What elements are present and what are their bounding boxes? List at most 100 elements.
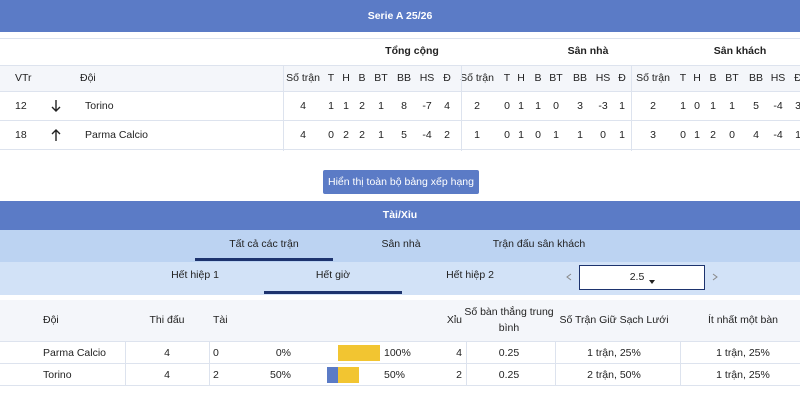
stat-value: 0 [504,100,510,112]
next-arrow-svg [712,273,718,281]
stat-value: 1 [619,129,625,141]
tab[interactable]: Trận đấu sân khách [492,238,586,250]
stat-value: 0 [680,129,686,141]
show-all-button[interactable]: Hiển thị toàn bộ bảng xếp hạng [328,176,474,188]
column-header: Số trận [636,72,670,84]
stat-value: 2 [359,129,365,141]
title-bar [0,0,800,32]
rank: 18 [15,129,27,141]
column-header: BT [725,72,739,84]
column-header: B [709,72,717,84]
ou-row [0,342,800,364]
column-divider [680,364,681,386]
arrow-down-svg [51,100,61,112]
at-least-one: 1 trận, 25% [716,347,770,359]
column-header: HS [595,72,611,84]
column-header: Đội [43,314,59,326]
column-divider [555,342,556,364]
tab[interactable]: Sân nhà [381,238,421,250]
column-header: B [358,72,366,84]
clean-sheets: 1 trận, 25% [587,347,641,359]
stat-value: 0 [729,129,735,141]
column-header: T [679,72,687,84]
over-pct: 0% [275,347,291,359]
period-tab[interactable]: Hết hiệp 2 [446,269,494,281]
stat-value: 2 [444,129,450,141]
under-bar [338,345,380,361]
column-divider [680,342,681,364]
stat-value: 2 [343,129,349,141]
button-bg[interactable] [323,170,479,194]
stat-value: 3 [577,100,583,112]
column-divider [125,342,126,364]
column-header: H [342,72,350,84]
stat-value: 1 [518,129,524,141]
column-divider [209,342,210,364]
standings-row [0,92,800,121]
stat-value: 1 [474,129,480,141]
group-header: Sân nhà [567,45,609,57]
stat-value: 1 [795,129,800,141]
stat-value: 1 [577,129,583,141]
standings-row [0,121,800,150]
group-header: Tổng cộng [385,45,439,57]
stat-value: -7 [422,100,432,112]
column-header: H [693,72,701,84]
at-least-one: 1 trận, 25% [716,369,770,381]
ou-row [0,364,800,386]
clean-sheets: 2 trận, 50% [587,369,641,381]
stat-value: 0 [694,100,700,112]
stat-value: 1 [680,100,686,112]
under-count: 2 [456,369,462,381]
section-bar [0,201,800,230]
stat-value: 0 [504,129,510,141]
column-header: T [327,72,335,84]
stat-value: -4 [773,100,783,112]
stat-value: 1 [378,129,384,141]
stat-value: 1 [343,100,349,112]
column-divider [125,364,126,386]
column-header: H [517,72,525,84]
column-header: B [534,72,542,84]
period-underline [264,291,402,294]
stat-value: 1 [328,100,334,112]
column-header: T [503,72,511,84]
stat-value: 2 [650,100,656,112]
over-pct: 50% [269,369,291,381]
ou-header-row [0,300,800,342]
column-header: Đội [80,72,96,84]
stat-value: 0 [328,129,334,141]
column-header: BB [396,72,411,84]
stat-value: 8 [401,100,407,112]
column-header: BB [748,72,763,84]
period-tab[interactable]: Hết giờ [315,269,351,281]
tab[interactable]: Tất cả các trận [229,238,299,250]
team-name: Parma Calcio [43,347,107,359]
prev-arrow[interactable] [566,272,572,281]
column-divider [283,65,284,151]
arrow-up [51,129,61,141]
line-dropdown[interactable] [579,265,705,290]
stat-value: 0 [535,129,541,141]
column-header: Thi đấu [149,314,185,326]
column-divider [466,364,467,386]
under-bar [338,367,359,383]
column-header: VTr [15,72,32,84]
avg-goals: 0.25 [498,347,520,359]
column-header: Đ [618,72,626,84]
stat-value: 1 [710,100,716,112]
period-tab[interactable]: Hết hiệp 1 [171,269,219,281]
column-divider [461,65,462,151]
arrow-down [51,100,61,112]
stat-value: -4 [773,129,783,141]
next-arrow[interactable] [712,272,718,281]
tabs-row [0,230,800,262]
column-header: BB [572,72,587,84]
column-header: Số Trận Giữ Sạch Lưới [559,314,669,326]
column-header: Xỉu [446,314,462,326]
team-name: Torino [43,369,72,381]
prev-arrow-svg [566,273,572,281]
stat-value: 2 [710,129,716,141]
over-count: 2 [213,369,219,381]
